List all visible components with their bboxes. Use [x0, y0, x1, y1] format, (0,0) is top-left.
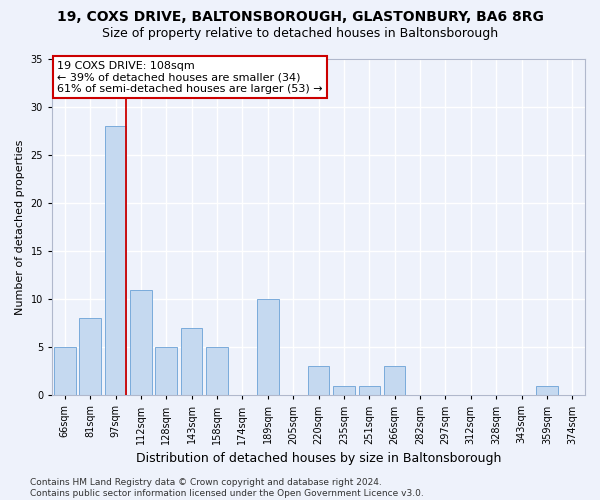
Text: Size of property relative to detached houses in Baltonsborough: Size of property relative to detached ho… [102, 28, 498, 40]
Bar [384, 366, 406, 396]
Bar [206, 347, 228, 396]
Bar [181, 328, 202, 396]
Y-axis label: Number of detached properties: Number of detached properties [15, 140, 25, 315]
Text: 19 COXS DRIVE: 108sqm
← 39% of detached houses are smaller (34)
61% of semi-deta: 19 COXS DRIVE: 108sqm ← 39% of detached … [58, 60, 323, 94]
Text: Contains HM Land Registry data © Crown copyright and database right 2024.
Contai: Contains HM Land Registry data © Crown c… [30, 478, 424, 498]
Bar [54, 347, 76, 396]
Bar [359, 386, 380, 396]
Bar [333, 386, 355, 396]
Bar [257, 299, 278, 396]
Bar [105, 126, 127, 396]
Bar [308, 366, 329, 396]
Bar [155, 347, 177, 396]
Bar [130, 290, 152, 396]
Text: 19, COXS DRIVE, BALTONSBOROUGH, GLASTONBURY, BA6 8RG: 19, COXS DRIVE, BALTONSBOROUGH, GLASTONB… [56, 10, 544, 24]
Bar [79, 318, 101, 396]
X-axis label: Distribution of detached houses by size in Baltonsborough: Distribution of detached houses by size … [136, 452, 501, 465]
Bar [536, 386, 558, 396]
